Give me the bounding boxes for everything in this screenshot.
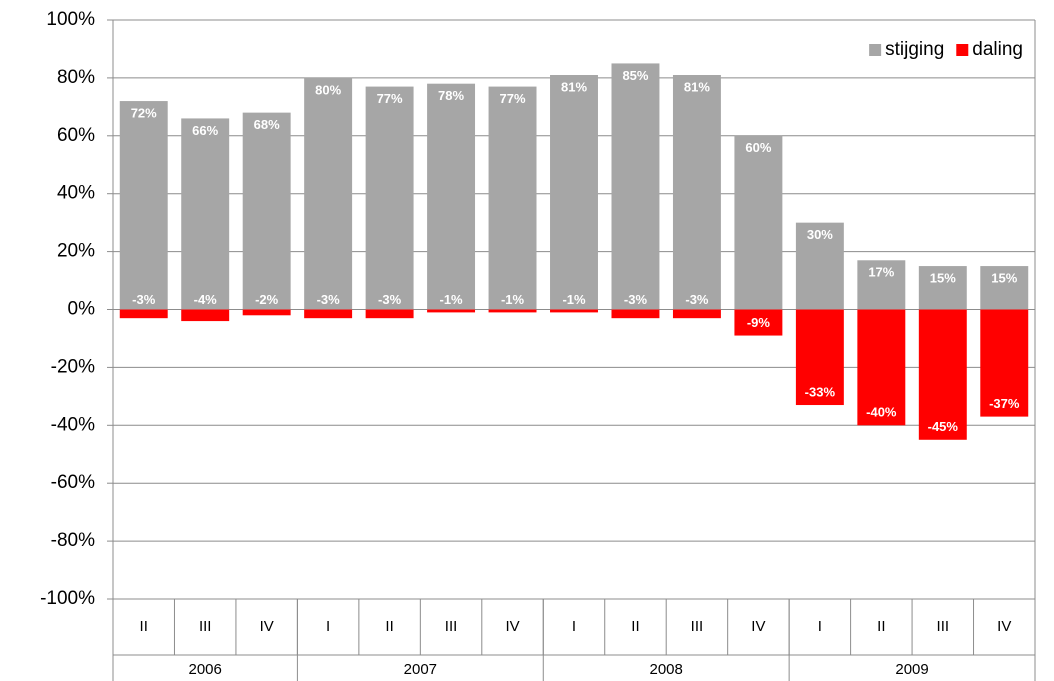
bar xyxy=(365,309,414,319)
bar xyxy=(857,309,906,426)
bar xyxy=(242,309,291,316)
y-tick-label: 0% xyxy=(68,299,96,320)
data-label: -33% xyxy=(805,384,836,399)
y-tick-label: 80% xyxy=(57,67,95,88)
y-tick-label: 60% xyxy=(57,125,95,146)
group-label: 2007 xyxy=(404,661,437,678)
y-tick-label: -40% xyxy=(51,414,95,435)
legend-swatch xyxy=(869,44,882,56)
y-tick-label: -60% xyxy=(51,472,95,493)
data-label: 77% xyxy=(377,91,403,106)
bar xyxy=(427,83,476,310)
bar xyxy=(672,309,721,319)
data-label: 30% xyxy=(807,227,833,242)
data-label: 78% xyxy=(438,88,464,103)
y-tick-label: 100% xyxy=(46,9,95,30)
bar xyxy=(488,86,537,310)
data-label: 85% xyxy=(622,68,648,83)
bar xyxy=(611,309,660,319)
x-tick-label: I xyxy=(326,618,330,635)
data-label: -45% xyxy=(928,419,959,434)
bar xyxy=(181,309,230,322)
bar xyxy=(304,309,353,319)
data-label: -40% xyxy=(866,405,897,420)
x-tick-label: IV xyxy=(997,618,1011,635)
x-tick-label: IV xyxy=(260,618,274,635)
x-tick-label: I xyxy=(572,618,576,635)
y-tick-label: 40% xyxy=(57,183,95,204)
x-tick-label: II xyxy=(877,618,885,635)
x-tick-label: III xyxy=(199,618,212,635)
x-tick-label: II xyxy=(140,618,148,635)
x-tick-label: III xyxy=(691,618,704,635)
data-label: 66% xyxy=(192,123,218,138)
data-label: -3% xyxy=(317,292,341,307)
y-tick-label: 20% xyxy=(57,241,95,262)
data-label: 68% xyxy=(254,117,280,132)
bar xyxy=(795,222,844,310)
x-tick-label: IV xyxy=(505,618,519,635)
bar xyxy=(242,112,291,310)
x-tick-label: II xyxy=(385,618,393,635)
legend-label: daling xyxy=(972,39,1023,60)
x-tick-label: IV xyxy=(751,618,765,635)
x-tick-label: III xyxy=(445,618,458,635)
bar xyxy=(550,309,598,313)
data-label: -3% xyxy=(624,292,648,307)
data-label: -37% xyxy=(989,396,1020,411)
bar xyxy=(365,86,414,310)
data-label: 60% xyxy=(745,140,771,155)
bar xyxy=(427,309,476,313)
bar xyxy=(488,309,537,313)
data-label: 81% xyxy=(684,79,710,94)
data-label: 72% xyxy=(131,105,157,120)
legend-label: stijging xyxy=(885,39,944,60)
data-label: -1% xyxy=(501,292,525,307)
bar xyxy=(857,260,906,310)
y-tick-label: -80% xyxy=(51,530,95,551)
bar xyxy=(550,75,598,310)
bar xyxy=(611,63,660,310)
group-label: 2008 xyxy=(650,661,683,678)
bar xyxy=(795,309,844,406)
bar xyxy=(918,309,967,440)
bar xyxy=(734,309,783,336)
data-label: -4% xyxy=(194,292,218,307)
data-label: 17% xyxy=(868,265,894,280)
y-tick-label: -20% xyxy=(51,356,95,377)
data-label: -3% xyxy=(132,292,156,307)
data-label: -9% xyxy=(747,315,771,330)
bar xyxy=(181,118,230,310)
data-label: -1% xyxy=(562,292,586,307)
x-tick-label: III xyxy=(937,618,950,635)
bar xyxy=(980,266,1029,310)
data-label: -1% xyxy=(440,292,464,307)
bar xyxy=(119,101,168,310)
bar xyxy=(304,77,353,310)
bar xyxy=(734,135,783,310)
data-label: 80% xyxy=(315,82,341,97)
data-label: 15% xyxy=(930,271,956,286)
data-label: 77% xyxy=(500,91,526,106)
x-tick-label: II xyxy=(631,618,639,635)
bar xyxy=(918,266,967,310)
legend-swatch xyxy=(956,44,969,56)
x-tick-label: I xyxy=(818,618,822,635)
data-label: -2% xyxy=(255,292,279,307)
y-tick-label: -100% xyxy=(40,588,95,609)
data-label: 81% xyxy=(561,79,587,94)
bar xyxy=(980,309,1029,417)
group-label: 2009 xyxy=(895,661,928,678)
bar xyxy=(672,75,721,310)
data-label: -3% xyxy=(378,292,402,307)
group-label: 2006 xyxy=(189,661,222,678)
data-label: 15% xyxy=(991,271,1017,286)
data-label: -3% xyxy=(685,292,709,307)
bar xyxy=(119,309,168,319)
